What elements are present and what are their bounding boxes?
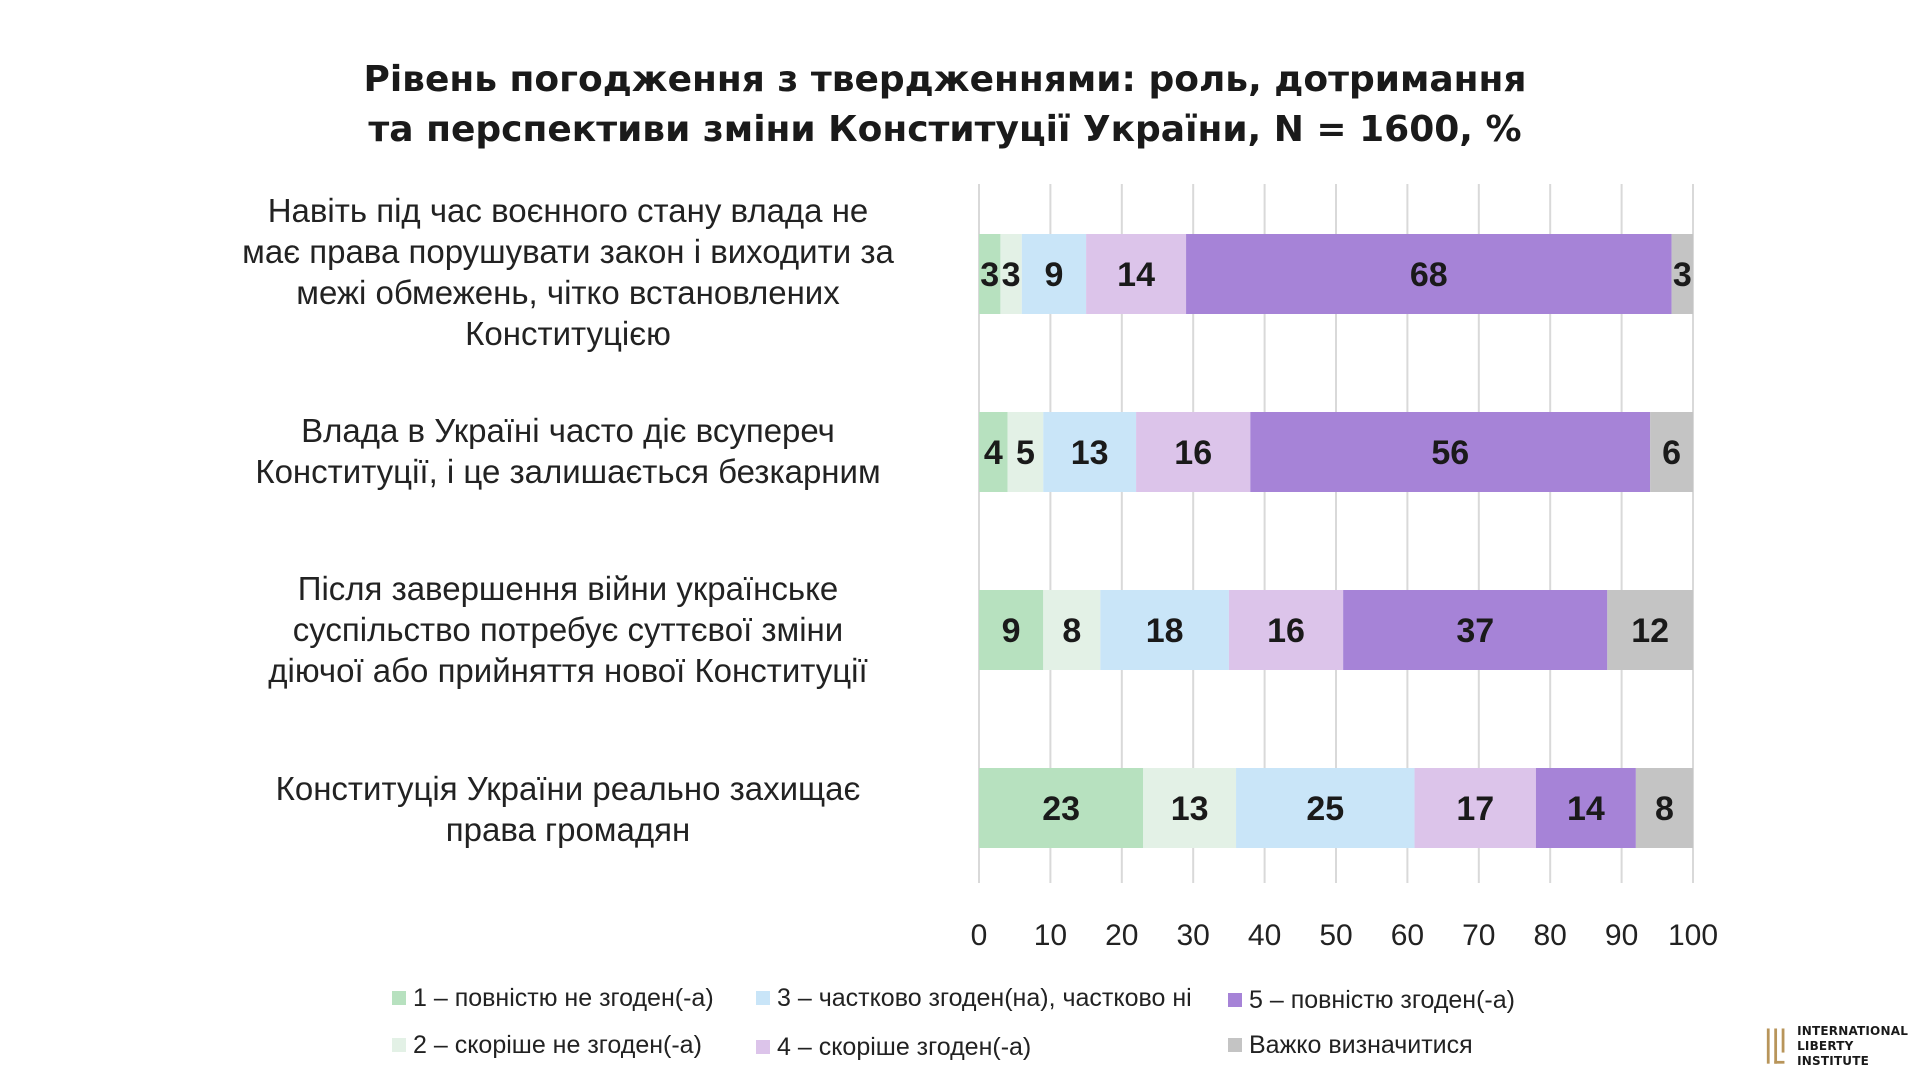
x-tick-label-60: 60 (1391, 919, 1424, 952)
x-tick-label-20: 20 (1105, 919, 1138, 952)
bars (979, 234, 1693, 848)
data-label-c2-s0: 9 (1002, 612, 1021, 650)
bar-segment-c3-s5 (1635, 768, 1693, 848)
x-tick-label-0: 0 (971, 919, 988, 952)
bar-segment-c1-s5 (1650, 412, 1693, 492)
data-label-c3-s3: 17 (1456, 790, 1494, 828)
data-label-c0-s2: 9 (1045, 256, 1064, 294)
data-label-c2-s2: 18 (1146, 612, 1184, 650)
category-label-2: Після завершення війни українське суспіл… (268, 570, 868, 689)
data-label-c0-s1: 3 (1002, 256, 1021, 294)
bar-segment-c2-s2 (1100, 590, 1229, 670)
data-label-c3-s1: 13 (1171, 790, 1209, 828)
data-label-c3-s0: 23 (1042, 790, 1080, 828)
bar-segment-c3-s3 (1414, 768, 1536, 848)
legend-swatch-3 (756, 991, 770, 1005)
bar-segment-c1-s3 (1136, 412, 1251, 492)
bar-segment-c0-s0 (979, 234, 1001, 314)
legend-item-5: 5 – повністю згоден(-а) (1228, 985, 1515, 1015)
legend-swatch-4 (756, 1040, 770, 1054)
bar-segment-c3-s0 (979, 768, 1144, 848)
chart-title-line-2: та перспективи зміни Конституції України… (368, 109, 1522, 150)
data-label-c1-s5: 6 (1662, 434, 1681, 472)
data-label-c1-s0: 4 (984, 434, 1003, 472)
category-label-1: Влада в Україні часто діє всупереч Конст… (255, 412, 881, 490)
category-label-3: Конституція України реально захищає прав… (275, 770, 861, 848)
bar-segment-c3-s2 (1236, 768, 1415, 848)
bar-segment-c1-s2 (1043, 412, 1137, 492)
bar-segment-c2-s1 (1043, 590, 1101, 670)
data-label-c1-s3: 16 (1174, 434, 1212, 472)
data-label-c0-s4: 68 (1410, 256, 1448, 294)
bar-segment-c2-s4 (1343, 590, 1608, 670)
data-label-c1-s2: 13 (1071, 434, 1109, 472)
data-label-c2-s4: 37 (1456, 612, 1494, 650)
legend-swatch-2 (392, 1038, 406, 1052)
data-label-c0-s5: 3 (1673, 256, 1692, 294)
legend-item-1: 1 – повністю не згоден(-а) (392, 983, 714, 1013)
x-tick-label-50: 50 (1319, 919, 1352, 952)
bar-segment-c1-s4 (1250, 412, 1651, 492)
data-label-c3-s2: 25 (1306, 790, 1344, 828)
legend-swatch-1 (392, 991, 406, 1005)
data-label-c0-s3: 14 (1117, 256, 1155, 294)
x-tick-label-70: 70 (1462, 919, 1495, 952)
data-label-c2-s1: 8 (1062, 612, 1081, 650)
chart-title: Рівень погодження з твердженнями: роль, … (360, 55, 1530, 155)
ili-logo: INTERNATIONAL LIBERTY INSTITUTE (1765, 1024, 1920, 1069)
ili-logo-text: INTERNATIONAL LIBERTY INSTITUTE (1797, 1024, 1909, 1068)
x-tick-label-80: 80 (1534, 919, 1567, 952)
x-tick-label-40: 40 (1248, 919, 1281, 952)
data-label-c1-s1: 5 (1016, 434, 1035, 472)
category-label-0: Навіть під час воєнного стану влада не м… (242, 192, 894, 352)
bar-segment-c2-s3 (1228, 590, 1344, 670)
bar-segment-c3-s1 (1143, 768, 1237, 848)
legend-item-3: 3 – частково згоден(на), частково ні (756, 983, 1192, 1013)
bar-segment-c1-s0 (979, 412, 1008, 492)
data-label-c2-s5: 12 (1631, 612, 1669, 650)
x-axis-ticks: 0 10 20 30 40 50 60 70 80 90 100 (971, 919, 1718, 952)
ili-logo-icon (1766, 1027, 1785, 1064)
bar-segment-c2-s0 (979, 590, 1044, 670)
chart-title-line-1: Рівень погодження з твердженнями: роль, … (363, 59, 1527, 100)
bar-segment-c0-s2 (1021, 234, 1087, 314)
bar-segment-c0-s3 (1086, 234, 1187, 314)
bar-segment-c0-s5 (1671, 234, 1693, 314)
legend-swatch-5 (1228, 993, 1242, 1007)
data-label-c1-s4: 56 (1431, 434, 1469, 472)
legend-item-2: 2 – скоріше не згоден(-а) (392, 1030, 702, 1060)
legend-swatch-6 (1228, 1038, 1242, 1052)
bar-segment-c0-s1 (1000, 234, 1022, 314)
bar-segment-c3-s4 (1535, 768, 1636, 848)
data-label-c3-s4: 14 (1567, 790, 1605, 828)
x-tick-label-30: 30 (1177, 919, 1210, 952)
x-tick-label-100: 100 (1668, 919, 1718, 952)
x-tick-label-10: 10 (1034, 919, 1067, 952)
data-label-c0-s0: 3 (980, 256, 999, 294)
x-tick-label-90: 90 (1605, 919, 1638, 952)
bar-segment-c2-s5 (1607, 590, 1693, 670)
data-label-c3-s5: 8 (1655, 790, 1674, 828)
data-label-c2-s3: 16 (1267, 612, 1305, 650)
bar-segment-c1-s1 (1007, 412, 1044, 492)
legend-item-6: Важко визначитися (1228, 1030, 1473, 1060)
legend-item-4: 4 – скоріше згоден(-а) (756, 1032, 1031, 1062)
bar-segment-c0-s4 (1186, 234, 1672, 314)
